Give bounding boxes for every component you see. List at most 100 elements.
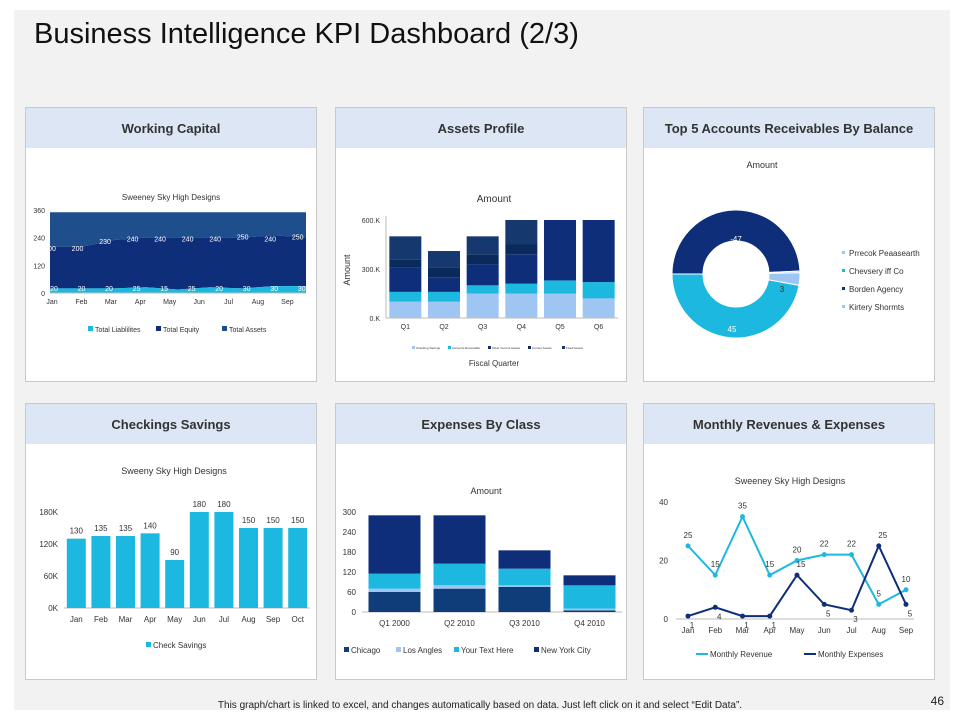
data-point	[849, 607, 854, 613]
data-point	[767, 572, 773, 578]
y-tick-label: 0.K	[369, 316, 380, 323]
data-point	[849, 552, 854, 558]
x-tick-label: Apr	[135, 299, 147, 306]
bar-segment	[466, 285, 499, 294]
x-tick-label: Aug	[252, 299, 265, 306]
x-tick-label: Sep	[266, 615, 281, 624]
x-tick-label: Jul	[846, 626, 856, 635]
data-label-liabilities: 20	[215, 286, 223, 293]
data-label: 130	[70, 527, 84, 536]
legend-label: Prrecok Peaasearth	[849, 249, 920, 258]
bar-segment	[498, 568, 551, 586]
y-tick-label: 180K	[39, 508, 58, 517]
bar	[116, 536, 135, 608]
x-tick-label: Feb	[708, 626, 722, 635]
legend-label: Monthly Expenses	[818, 650, 883, 659]
x-tick-label: Mar	[736, 626, 750, 635]
expenses-by-class-chart[interactable]: Amount 0 60 120 180 240 300 Q1 2000 Q2 2010 Q3 20…	[336, 444, 626, 679]
panel-checkings-savings: Checkings Savings Sweeny Sky High Design…	[25, 403, 317, 680]
chart-title: Sweeney Sky High Designs	[122, 193, 220, 202]
data-point	[794, 572, 800, 578]
data-point	[903, 601, 909, 607]
data-label: 1	[690, 621, 695, 630]
data-label-equity: 240	[264, 237, 276, 244]
data-point	[876, 543, 882, 549]
bar-segment	[368, 573, 421, 589]
panel-title: Checkings Savings	[26, 404, 316, 444]
slice-label: 45	[728, 325, 737, 334]
data-label: 10	[902, 575, 911, 584]
data-label-liabilities: 20	[105, 286, 113, 293]
bar-segment	[389, 259, 422, 268]
y-tick-label: 240	[343, 528, 357, 537]
bar-segment	[563, 585, 616, 609]
x-tick-label: Q4 2010	[574, 619, 605, 628]
x-tick-label: Q5	[555, 324, 564, 331]
slice-label: -47	[730, 235, 742, 244]
x-tick-label: Jul	[219, 615, 229, 624]
data-label: 5	[908, 609, 913, 618]
data-label: 180	[217, 500, 231, 509]
data-point	[740, 514, 745, 520]
data-label: 15	[711, 560, 720, 569]
x-tick-label: Q3	[478, 324, 487, 331]
panel-expenses-by-class: Expenses By Class Amount 0 60 120 180 240 300 Q…	[335, 403, 627, 680]
bar-segment	[544, 220, 576, 281]
data-label: 140	[143, 521, 157, 530]
area-total-liabilities	[50, 286, 306, 293]
data-label-equity: 200	[72, 246, 84, 253]
data-label-liabilities: 30	[298, 286, 306, 293]
legend-swatch	[534, 647, 539, 652]
working-capital-chart[interactable]: Sweeney Sky High Designs 0 120 240 360 Jan Feb…	[26, 148, 316, 381]
x-tick-label: Sep	[281, 299, 294, 306]
data-label: 1	[772, 621, 777, 630]
checkings-savings-chart[interactable]: Sweeny Sky High Designs 0K 60K 120K 180K 130 J…	[26, 444, 316, 679]
data-label-liabilities: 30	[270, 286, 278, 293]
data-label: 150	[242, 516, 256, 525]
bar	[189, 512, 209, 608]
x-tick-label: Q3 2010	[509, 619, 540, 628]
bar-segment	[505, 220, 538, 245]
series-line	[687, 543, 907, 618]
legend-swatch	[156, 326, 161, 331]
data-label: 25	[878, 531, 887, 540]
y-tick-label: 180	[343, 548, 357, 557]
area-total-equity	[50, 235, 306, 290]
bar-segment	[428, 277, 460, 292]
x-tick-label: Jun	[818, 626, 831, 635]
data-point	[821, 552, 827, 558]
y-tick-label: 0	[352, 608, 357, 617]
y-tick-label: 60K	[44, 572, 59, 581]
data-label: 15	[765, 560, 774, 569]
data-label: 180	[193, 500, 207, 509]
legend-label: Borden Agency	[849, 285, 903, 294]
bar	[288, 528, 308, 608]
assets-profile-chart[interactable]: Amount 0.K 300.K 600.K Amount Q1 Q2 Q3 Q4 Q5 Q6 Che…	[336, 148, 626, 381]
bar-segment	[582, 220, 615, 283]
legend-label: Accounts Receivable	[452, 346, 480, 350]
data-label: 20	[793, 546, 802, 555]
y-tick-label: 300	[343, 508, 357, 517]
panel-title: Working Capital	[26, 108, 316, 148]
legend-label: Kirtery Shormts	[849, 303, 904, 312]
chart-title: Sweeny Sky High Designs	[121, 466, 227, 476]
top5-receivables-chart[interactable]: Amount -47 3 45 Prrecok Peaasearth Chevsery i…	[644, 148, 934, 381]
legend-label: Your Text Here	[461, 646, 514, 655]
y-tick-label: 300.K	[362, 267, 381, 274]
data-label: 22	[847, 540, 856, 549]
bar	[140, 533, 160, 608]
y-tick-label: 0K	[48, 604, 58, 613]
data-point	[712, 572, 718, 578]
legend-swatch	[842, 287, 845, 290]
x-tick-label: Jan	[70, 615, 83, 624]
bar-segment	[498, 585, 551, 587]
monthly-revenues-chart[interactable]: Sweeney Sky High Designs 0 20 40 Jan Feb Mar Ap…	[644, 444, 934, 679]
bar-segment	[563, 610, 616, 612]
legend-swatch	[562, 346, 565, 349]
data-label-equity: 240	[182, 237, 194, 244]
x-tick-label: Feb	[75, 299, 87, 306]
bar-segment	[466, 293, 499, 318]
donut-slice	[671, 209, 801, 275]
legend-swatch	[842, 305, 845, 308]
